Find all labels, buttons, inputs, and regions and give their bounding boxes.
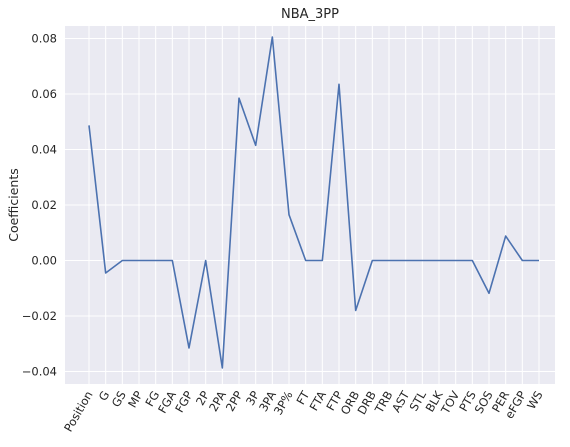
y-tick-labels: −0.04 −0.02 0.00 0.02 0.04 0.06 0.08 xyxy=(22,31,57,378)
chart-title: NBA_3PP xyxy=(281,7,339,22)
y-tick-label: 0.08 xyxy=(31,31,57,45)
y-tick-label: 0.06 xyxy=(31,87,57,101)
x-tick-label: FG xyxy=(142,389,162,409)
y-axis-label: Coefficients xyxy=(6,168,21,242)
x-tick-label: FGP xyxy=(172,388,195,415)
x-tick-label: MP xyxy=(125,388,146,410)
series-line xyxy=(88,36,539,369)
x-tick-label: Position xyxy=(61,389,96,435)
x-tick-label: GS xyxy=(109,389,129,410)
x-tick-label: 2P xyxy=(193,388,212,407)
y-tick-label: −0.04 xyxy=(22,365,57,379)
x-tick-label: 3P xyxy=(243,388,262,407)
x-tick-label: WS xyxy=(524,389,545,412)
x-tick-labels: Position GGSMPFGFGAFGP2P2PA2PP3P3PA3P%FTF… xyxy=(61,388,546,435)
y-tick-label: −0.02 xyxy=(22,309,57,323)
x-tick-label: 3P% xyxy=(271,388,296,417)
y-tick-label: 0.00 xyxy=(31,254,57,268)
y-tick-label: 0.02 xyxy=(31,198,57,212)
y-tick-label: 0.04 xyxy=(31,142,57,156)
